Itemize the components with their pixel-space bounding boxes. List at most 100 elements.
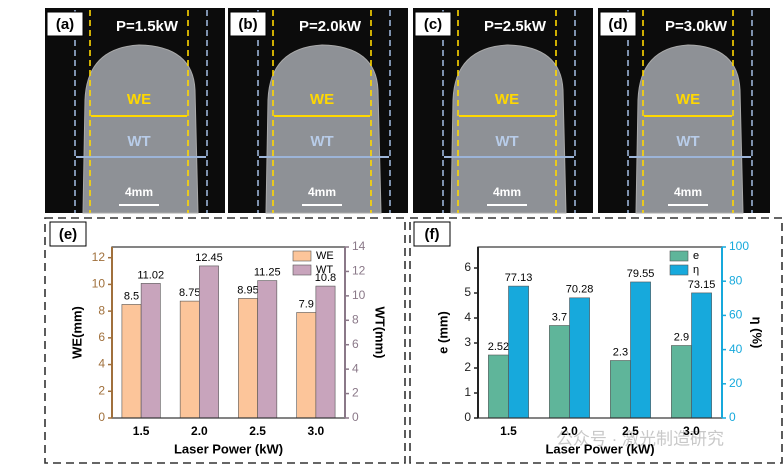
y2-tick-label: 80 (729, 273, 743, 287)
value-label: 8.5 (124, 290, 139, 302)
panel-label-box (599, 11, 637, 37)
value-label: 8.75 (179, 287, 200, 299)
wt-label: WT (127, 133, 150, 150)
we-label: WE (310, 91, 334, 108)
y2-tick-label: 14 (352, 239, 366, 253)
bar (315, 285, 336, 419)
bar (238, 298, 258, 419)
y-tick-label: 6 (98, 330, 105, 344)
panel-label: (b) (238, 16, 257, 33)
legend-label: η (693, 264, 699, 276)
bar (121, 304, 142, 419)
x-tick-label: 3.0 (683, 424, 700, 438)
value-label: 77.13 (505, 272, 533, 284)
panel-label: (f) (425, 226, 440, 243)
panel-e-frame (44, 217, 406, 464)
y-tick-label: 10 (92, 277, 106, 291)
value-label: 3.7 (552, 311, 567, 323)
legend-swatch (669, 250, 689, 262)
value-label: 11.02 (137, 269, 164, 281)
legend-label: WE (316, 250, 334, 262)
value-label: 12.45 (195, 252, 223, 264)
y-tick-label: 8 (98, 303, 105, 317)
x-tick-label: 2.0 (191, 424, 208, 438)
y-tick-label: 2 (464, 360, 471, 374)
bar (671, 345, 692, 419)
x-axis-label: Laser Power (kW) (174, 441, 283, 456)
wt-label: WT (495, 133, 518, 150)
y2-tick-label: 40 (729, 342, 743, 356)
y2-tick-label: 8 (352, 312, 359, 326)
y-tick-label: 2 (98, 383, 105, 397)
x-tick-label: 2.5 (249, 424, 266, 438)
scale-label: 4mm (674, 185, 702, 199)
y2-tick-label: 10 (352, 288, 366, 302)
bar (257, 280, 278, 419)
y2-tick-label: 100 (729, 239, 749, 253)
power-label: P=2.0kW (299, 18, 362, 35)
panel-f-frame (409, 217, 783, 464)
value-label: 8.95 (237, 284, 258, 296)
y-axis-label: WE(mm) (69, 306, 84, 359)
y2-tick-label: 0 (729, 410, 736, 424)
x-tick-label: 3.0 (308, 424, 325, 438)
value-label: 70.28 (566, 284, 594, 296)
y-tick-label: 12 (92, 250, 106, 264)
wt-label: WT (310, 133, 333, 150)
power-label: P=2.5kW (484, 18, 547, 35)
value-label: 7.9 (299, 298, 314, 310)
legend-swatch (292, 264, 312, 276)
x-tick-label: 2.5 (622, 424, 639, 438)
bar (488, 354, 509, 419)
y-tick-label: 5 (464, 285, 471, 299)
x-tick-label: 2.0 (561, 424, 578, 438)
panel-label: (d) (608, 16, 627, 33)
weld-bead (450, 44, 567, 214)
y2-tick-label: 60 (729, 308, 743, 322)
x-tick-label: 1.5 (133, 424, 150, 438)
wt-label: WT (676, 133, 699, 150)
y-tick-label: 4 (464, 310, 471, 324)
y2-axis-label: WT(mm) (373, 307, 388, 359)
bar (508, 285, 529, 419)
y-tick-label: 3 (464, 335, 471, 349)
x-axis-label: Laser Power (kW) (545, 441, 654, 456)
panel-label: (a) (56, 16, 74, 33)
bar (630, 281, 651, 419)
value-label: 73.15 (688, 279, 716, 291)
bar (610, 360, 631, 419)
we-label: WE (495, 91, 519, 108)
y-tick-label: 0 (464, 410, 471, 424)
bar (549, 325, 570, 419)
panel-label: (c) (424, 16, 442, 33)
x-tick-label: 1.5 (500, 424, 517, 438)
legend-label: WT (316, 264, 333, 276)
legend-swatch (292, 250, 312, 262)
y2-tick-label: 20 (729, 376, 743, 390)
we-label: WE (676, 91, 700, 108)
bar (691, 292, 712, 419)
y2-tick-label: 2 (352, 386, 359, 400)
watermark: 公众号 · 激光制造研究 (556, 429, 724, 448)
y2-tick-label: 6 (352, 337, 359, 351)
scale-label: 4mm (493, 185, 521, 199)
scale-label: 4mm (125, 185, 153, 199)
y2-tick-label: 12 (352, 264, 366, 278)
panel-label-box (229, 11, 267, 37)
scale-label: 4mm (308, 185, 336, 199)
value-label: 2.9 (674, 331, 689, 343)
power-label: P=1.5kW (116, 18, 179, 35)
panel-label-box (49, 221, 87, 247)
power-label: P=3.0kW (665, 18, 728, 35)
y-tick-label: 0 (98, 410, 105, 424)
value-label: 2.3 (613, 346, 628, 358)
bar (179, 300, 200, 419)
y-tick-label: 4 (98, 357, 105, 371)
weld-bead (265, 44, 382, 214)
y2-axis-label: η (%) (750, 317, 765, 349)
value-label: 11.25 (254, 266, 281, 278)
legend-swatch (669, 264, 689, 276)
value-label: 2.52 (488, 341, 509, 353)
bar (569, 297, 590, 419)
